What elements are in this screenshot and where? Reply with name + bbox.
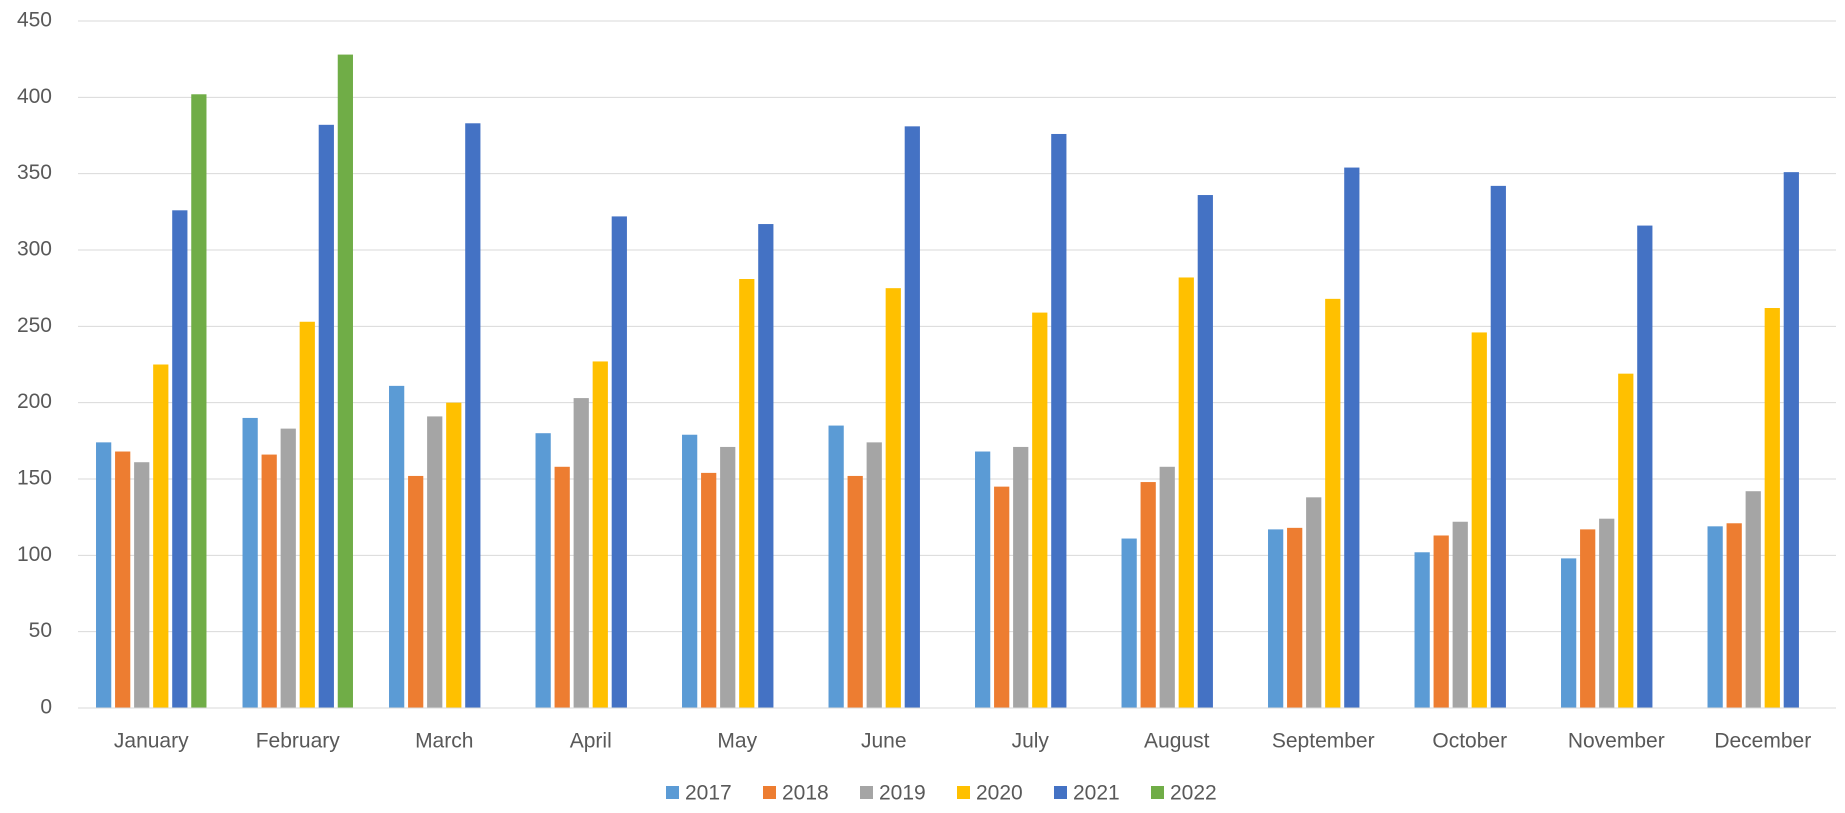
bar <box>96 442 112 708</box>
bar <box>1580 529 1596 708</box>
bar <box>573 398 589 708</box>
y-tick-label: 400 <box>17 85 52 108</box>
bar <box>1121 538 1137 708</box>
bar <box>172 210 188 708</box>
bar <box>299 321 315 708</box>
bar <box>592 361 608 708</box>
bar <box>1197 195 1213 709</box>
y-tick-label: 100 <box>17 543 52 566</box>
bar <box>337 54 353 708</box>
x-tick-label: March <box>415 730 473 753</box>
bar <box>866 442 882 708</box>
x-tick-label: June <box>861 730 907 753</box>
legend-swatch <box>763 786 776 799</box>
bar <box>1764 308 1780 708</box>
bar <box>1726 523 1742 708</box>
bar <box>446 402 462 708</box>
legend-label: 2020 <box>976 782 1023 805</box>
bar <box>318 124 334 708</box>
bar <box>1707 526 1723 708</box>
bar <box>1032 312 1048 708</box>
y-tick-label: 300 <box>17 238 52 261</box>
bar <box>904 126 920 709</box>
legend-label: 2017 <box>685 782 732 805</box>
y-tick-label: 200 <box>17 390 52 413</box>
y-tick-label: 450 <box>17 9 52 32</box>
bar <box>134 462 150 708</box>
x-tick-label: February <box>256 730 341 753</box>
bar <box>280 428 296 708</box>
bar <box>1618 373 1634 708</box>
legend-label: 2022 <box>1170 782 1217 805</box>
bar <box>1325 298 1341 708</box>
bar <box>554 466 570 708</box>
bar <box>1344 167 1360 708</box>
x-tick-label: September <box>1272 730 1375 753</box>
bar <box>847 475 863 708</box>
x-tick-label: November <box>1568 730 1665 753</box>
bar <box>1433 535 1449 708</box>
y-tick-label: 50 <box>29 619 52 642</box>
bar <box>1287 527 1303 708</box>
bar <box>720 446 736 708</box>
bar <box>682 434 698 708</box>
bar <box>758 224 774 708</box>
bar <box>427 416 443 708</box>
bar <box>408 475 424 708</box>
bar <box>994 486 1010 708</box>
x-tick-label: December <box>1714 730 1811 753</box>
bar <box>701 472 717 708</box>
bar <box>1159 466 1175 708</box>
bar <box>1452 521 1468 708</box>
bar <box>739 279 755 708</box>
bar <box>1051 133 1067 708</box>
x-tick-label: April <box>570 730 612 753</box>
y-tick-label: 150 <box>17 467 52 490</box>
legend-label: 2019 <box>879 782 926 805</box>
legend-swatch <box>666 786 679 799</box>
bar <box>242 417 258 708</box>
y-tick-label: 350 <box>17 161 52 184</box>
bar <box>1561 558 1577 708</box>
bar <box>1745 491 1761 708</box>
bar <box>465 123 481 708</box>
legend-label: 2018 <box>782 782 829 805</box>
legend-swatch <box>860 786 873 799</box>
legend-swatch <box>1054 786 1067 799</box>
y-tick-label: 250 <box>17 314 52 337</box>
bar <box>535 433 551 708</box>
y-tick-label: 0 <box>40 696 52 719</box>
bar <box>1637 225 1653 708</box>
x-tick-label: July <box>1012 730 1050 753</box>
bar <box>1783 172 1799 708</box>
bar <box>1178 277 1194 708</box>
legend-label: 2021 <box>1073 782 1120 805</box>
x-tick-label: January <box>114 730 189 753</box>
bar <box>885 288 901 708</box>
bar <box>1490 185 1506 708</box>
bar <box>1471 332 1487 708</box>
bar <box>261 454 277 708</box>
bar <box>611 216 627 708</box>
bar <box>1414 552 1430 708</box>
legend-swatch <box>1151 786 1164 799</box>
x-tick-label: October <box>1432 730 1507 753</box>
bar <box>1268 529 1284 708</box>
bar <box>191 94 207 708</box>
bar <box>828 425 844 708</box>
bar <box>975 451 991 708</box>
bar <box>115 451 131 708</box>
bar <box>389 385 405 708</box>
bar <box>1140 482 1156 708</box>
x-tick-label: May <box>717 730 757 753</box>
bar <box>1013 446 1029 708</box>
x-tick-label: August <box>1144 730 1210 753</box>
bar <box>1599 518 1615 708</box>
bar <box>153 364 169 708</box>
bar <box>1306 497 1322 708</box>
legend-swatch <box>957 786 970 799</box>
